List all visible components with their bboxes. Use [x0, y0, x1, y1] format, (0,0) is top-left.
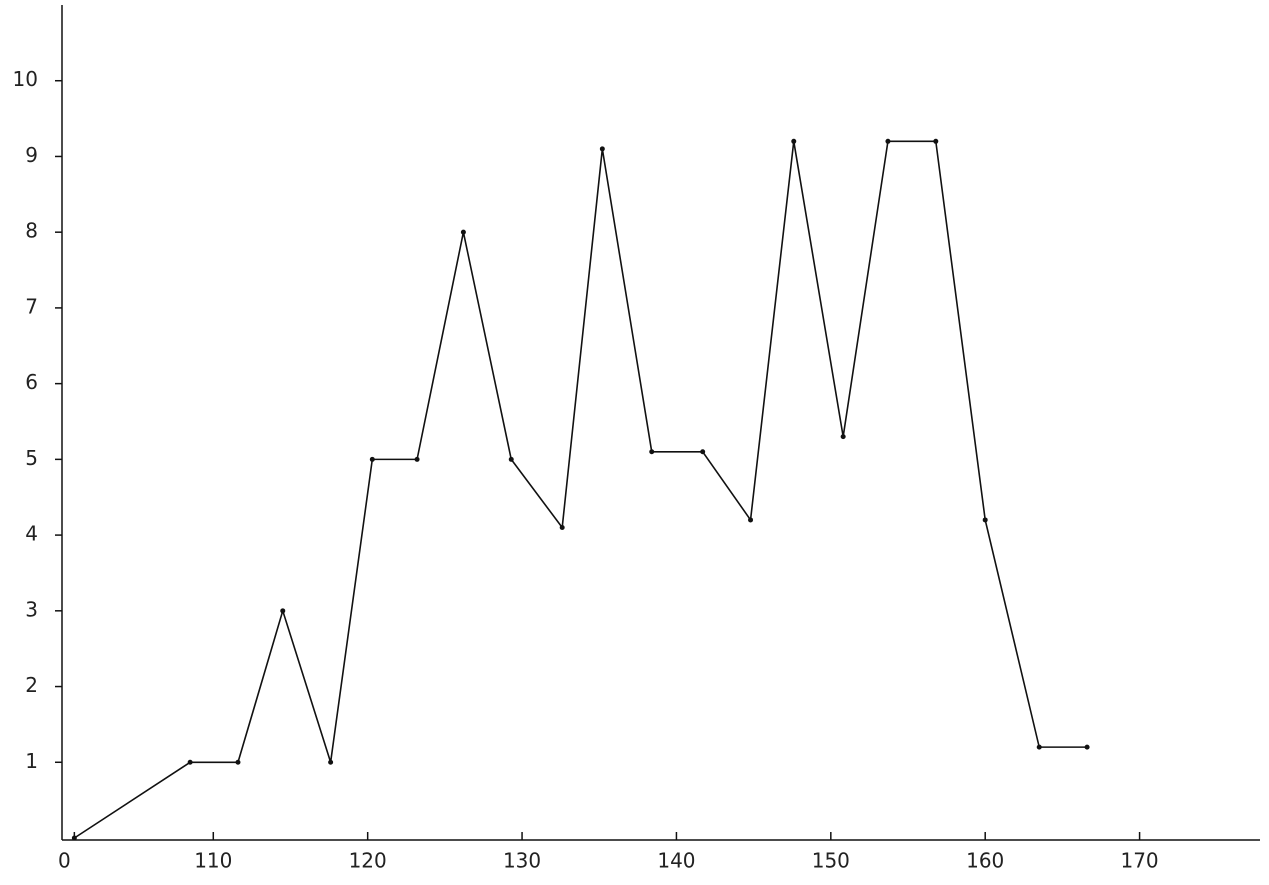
- point: [71, 835, 77, 841]
- point: [1036, 744, 1042, 750]
- y-tick-label: 7: [25, 294, 38, 318]
- y-tick-label: 8: [25, 219, 38, 243]
- point: [559, 525, 565, 531]
- point: [748, 517, 754, 523]
- point: [369, 456, 375, 462]
- point: [280, 608, 286, 614]
- y-tick-label: 10: [13, 67, 38, 91]
- x-tick-label: 150: [812, 849, 850, 873]
- y-tick-label: 5: [25, 446, 38, 470]
- x-tick-label: 120: [349, 849, 387, 873]
- point: [414, 456, 420, 462]
- point: [885, 138, 891, 144]
- point: [328, 759, 334, 765]
- x-tick-label: 110: [194, 849, 232, 873]
- y-tick-label: 2: [25, 673, 38, 697]
- point: [791, 138, 797, 144]
- point: [1084, 744, 1090, 750]
- x-tick-label: 0: [58, 849, 71, 873]
- point: [235, 759, 241, 765]
- point: [982, 517, 988, 523]
- x-tick-label: 140: [657, 849, 695, 873]
- x-tick-label: 160: [966, 849, 1004, 873]
- point: [700, 449, 706, 455]
- point: [508, 456, 514, 462]
- point: [460, 229, 466, 235]
- line: [73, 140, 1088, 839]
- x-tick-label: 130: [503, 849, 541, 873]
- point: [649, 449, 655, 455]
- y-tick-label: 9: [25, 143, 38, 167]
- y-tick-label: 3: [25, 597, 38, 621]
- point: [840, 434, 846, 440]
- point: [187, 759, 193, 765]
- y-tick-label: 1: [25, 749, 38, 773]
- point: [599, 146, 605, 152]
- y-tick-label: 6: [25, 370, 38, 394]
- y-tick-label: 4: [25, 522, 38, 546]
- point: [933, 138, 939, 144]
- x-tick-label: 170: [1120, 849, 1158, 873]
